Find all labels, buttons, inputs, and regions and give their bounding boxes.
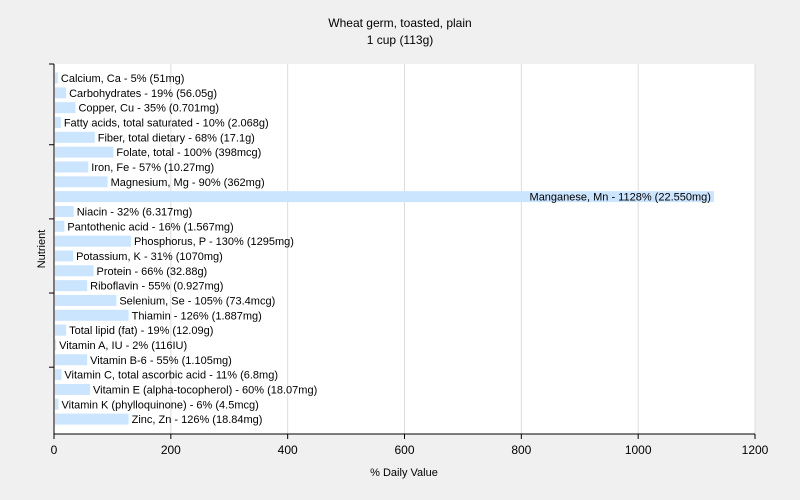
bar-label: Carbohydrates - 19% (56.05g) — [69, 88, 217, 100]
bar — [55, 354, 88, 366]
bar — [55, 265, 94, 277]
bar — [55, 161, 89, 173]
x-tick-label: 1200 — [742, 443, 769, 457]
bar-label: Total lipid (fat) - 19% (12.09g) — [69, 325, 213, 337]
bar-label: Vitamin E (alpha-tocopherol) - 60% (18.0… — [93, 384, 317, 396]
x-tick-labels: 0 200 400 600 800 1000 1200 — [51, 434, 769, 457]
bar — [55, 383, 91, 395]
bar-label: Copper, Cu - 35% (0.701mg) — [78, 103, 219, 115]
bar — [55, 398, 59, 410]
x-tick-label: 800 — [511, 443, 531, 457]
bar — [55, 220, 65, 232]
bar — [55, 176, 108, 188]
bar-label: Zinc, Zn - 126% (18.84mg) — [132, 414, 263, 426]
bar-label: Protein - 66% (32.88g) — [97, 266, 208, 278]
bar — [55, 250, 74, 262]
bar — [55, 205, 74, 217]
bar-label: Manganese, Mn - 1128% (22.550mg) — [530, 192, 711, 204]
chart-subtitle: 1 cup (113g) — [367, 33, 434, 47]
bar — [55, 102, 76, 114]
bar — [55, 87, 67, 99]
bar-label: Vitamin C, total ascorbic acid - 11% (6.… — [64, 370, 278, 382]
bar — [55, 309, 129, 321]
bar-label: Riboflavin - 55% (0.927mg) — [90, 281, 223, 293]
x-axis-label: % Daily Value — [370, 467, 438, 479]
bar — [55, 413, 129, 425]
chart-title: Wheat germ, toasted, plain — [328, 16, 471, 30]
bar — [55, 339, 57, 351]
bar — [55, 235, 131, 247]
x-tick-label: 0 — [51, 443, 58, 457]
bar-label: Magnesium, Mg - 90% (362mg) — [111, 177, 265, 189]
bar — [55, 72, 58, 84]
bar-label: Potassium, K - 31% (1070mg) — [76, 251, 223, 263]
bar-label: Thiamin - 126% (1.887mg) — [132, 310, 262, 322]
bar-label: Vitamin B-6 - 55% (1.105mg) — [90, 355, 232, 367]
bar — [55, 294, 117, 306]
bar — [55, 369, 62, 381]
x-tick-label: 600 — [394, 443, 414, 457]
bar-label: Pantothenic acid - 16% (1.567mg) — [67, 221, 233, 233]
bar-label: Vitamin K (phylloquinone) - 6% (4.5mcg) — [62, 399, 259, 411]
x-tick-label: 1000 — [625, 443, 652, 457]
y-axis-label: Nutrient — [36, 230, 48, 269]
x-tick-label: 200 — [161, 443, 181, 457]
bar-label: Niacin - 32% (6.317mg) — [77, 206, 193, 218]
bar-label: Phosphorus, P - 130% (1295mg) — [134, 236, 294, 248]
bar-label: Calcium, Ca - 5% (51mg) — [61, 73, 184, 85]
bar-label: Iron, Fe - 57% (10.27mg) — [91, 162, 214, 174]
bar — [55, 324, 67, 336]
bar — [55, 116, 61, 128]
bar-label: Vitamin A, IU - 2% (116IU) — [59, 340, 187, 352]
bar-label: Fatty acids, total saturated - 10% (2.06… — [64, 117, 269, 129]
bar — [55, 280, 88, 292]
bar — [55, 131, 95, 143]
bar-label: Fiber, total dietary - 68% (17.1g) — [98, 132, 255, 144]
bar — [55, 146, 114, 158]
x-tick-label: 400 — [278, 443, 298, 457]
bar-label: Folate, total - 100% (398mcg) — [116, 147, 261, 159]
bar-label: Selenium, Se - 105% (73.4mcg) — [119, 295, 275, 307]
grid-lines — [170, 64, 756, 434]
bars: Calcium, Ca - 5% (51mg) Carbohydrates - 1… — [55, 72, 714, 426]
bar — [55, 191, 714, 203]
